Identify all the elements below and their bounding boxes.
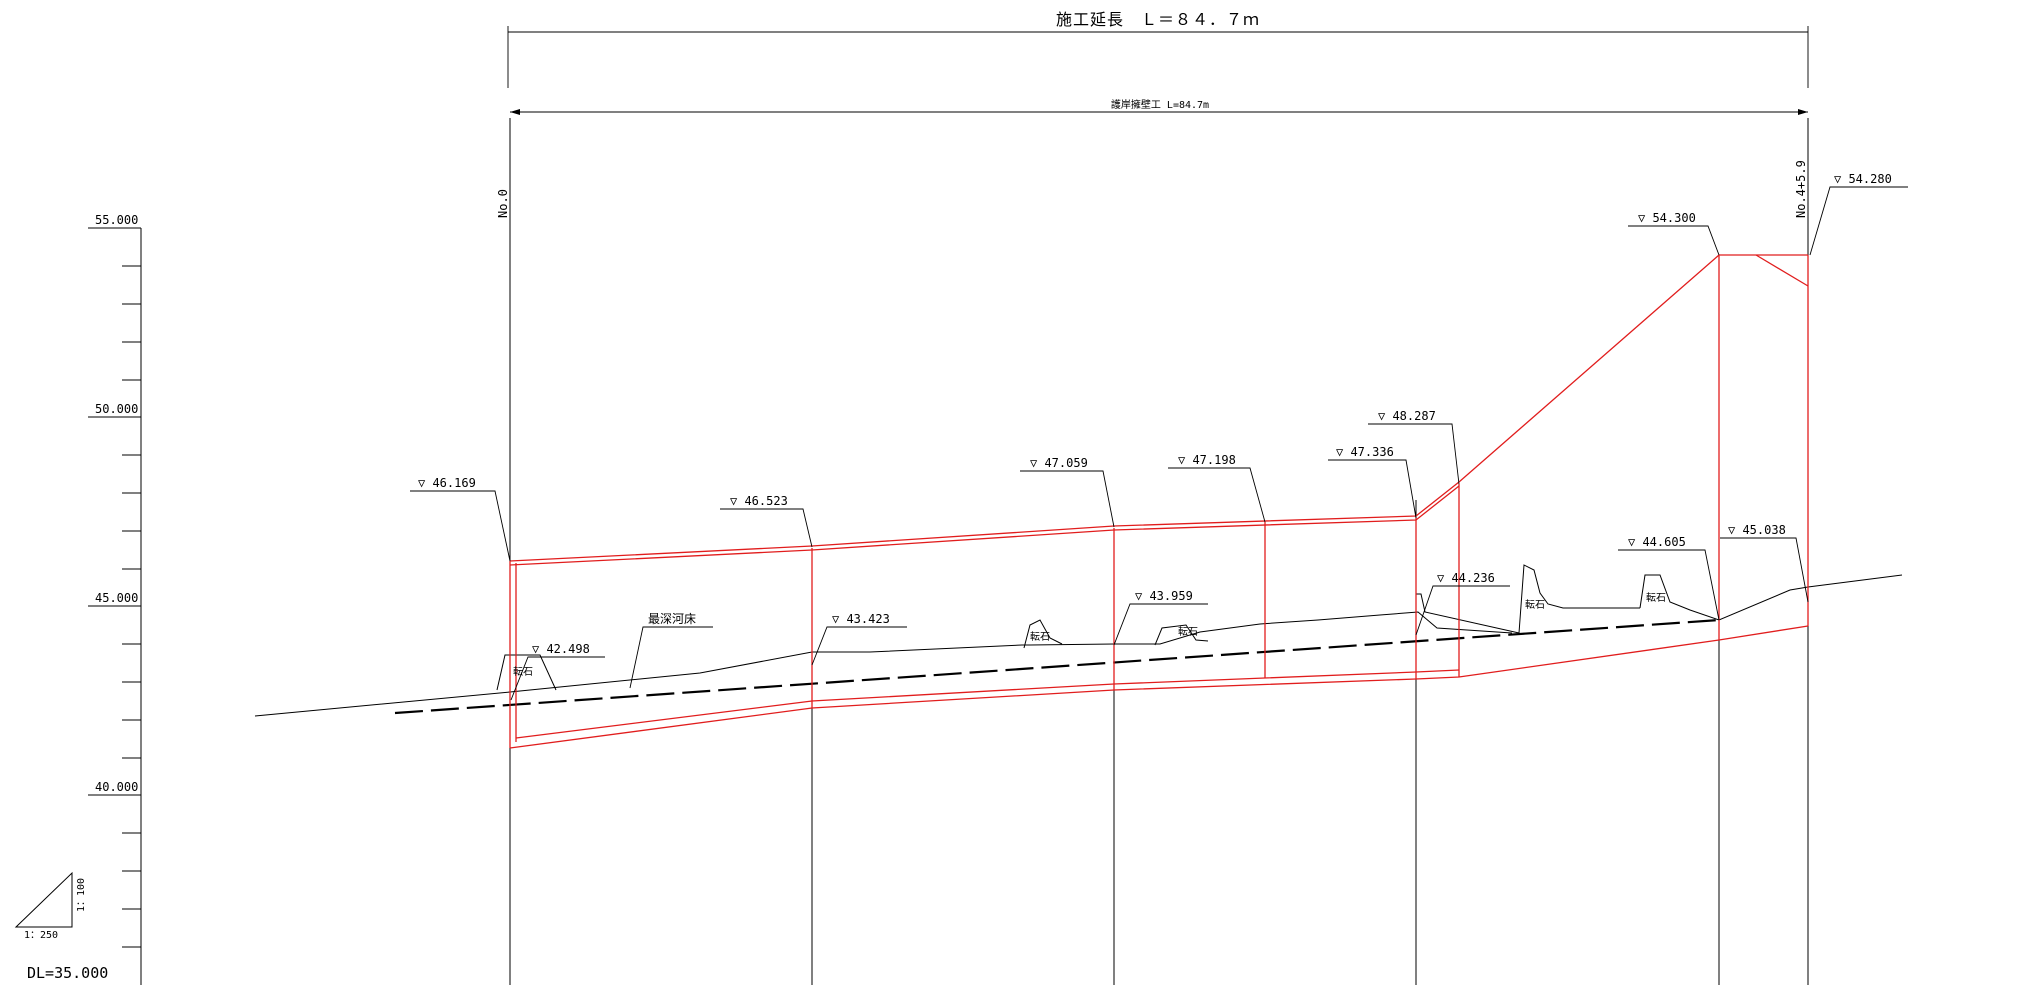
revetment-structure (509, 254, 1809, 749)
elevation-scale-axis: 55.000 50.000 45.000 40.000 DL=35.000 (27, 213, 142, 985)
elevation-44236: ▽ 44.236 (1437, 571, 1495, 585)
elevation-43959: ▽ 43.959 (1135, 589, 1193, 603)
elevation-46523: ▽ 46.523 (730, 494, 788, 508)
boulder-label: 転石 (1646, 592, 1666, 604)
station-end-label: No.4+5.9 (1794, 160, 1808, 218)
callouts-upper: ▽ 46.169 ▽ 46.523 ▽ 47.059 ▽ 47.198 ▽ 47… (410, 172, 1908, 562)
elevation-43423: ▽ 43.423 (832, 612, 890, 626)
elevation-47059: ▽ 47.059 (1030, 456, 1088, 470)
revetment-length-label: 護岸擁壁工 L=84.7m (1111, 98, 1209, 111)
elevation-47336: ▽ 47.336 (1336, 445, 1394, 459)
elevation-54300: ▽ 54.300 (1638, 211, 1696, 225)
boulder-label: 転石 (1525, 599, 1545, 611)
tick-label-50: 50.000 (95, 402, 138, 416)
elevation-46169: ▽ 46.169 (418, 476, 476, 490)
deepest-riverbed-line (394, 618, 1720, 715)
total-length-label: 施工延長 Ｌ＝８４．７ｍ (1056, 10, 1260, 29)
boulder-label: 転石 (1030, 631, 1050, 643)
station-start-label: No.0 (496, 189, 510, 218)
elevation-44605: ▽ 44.605 (1628, 535, 1686, 549)
scale-triangle: 1：250 1：100 (14, 871, 87, 941)
callouts-lower: ▽ 42.498 ▽ 43.423 ▽ 43.959 ▽ 44.236 ▽ 44… (510, 523, 1809, 701)
total-length-dimension: 施工延長 Ｌ＝８４．７ｍ (507, 10, 1809, 88)
revetment-length-dimension: 護岸擁壁工 L=84.7m (510, 98, 1808, 115)
boulder-label: 転石 (513, 666, 533, 678)
datum-label: DL=35.000 (27, 964, 108, 982)
deepest-riverbed-label: 最深河床 (648, 612, 696, 626)
scale-horizontal-label: 1：250 (24, 930, 58, 941)
elevation-48287: ▽ 48.287 (1378, 409, 1436, 423)
tick-label-55: 55.000 (95, 213, 138, 227)
tick-label-45: 45.000 (95, 591, 138, 605)
tick-label-40: 40.000 (95, 780, 138, 794)
scale-vertical-label: 1：100 (76, 878, 87, 912)
boulder-labels: 転石 転石 転石 転石 転石 (513, 592, 1666, 678)
elevation-54280: ▽ 54.280 (1834, 172, 1892, 186)
existing-ground (254, 564, 1903, 717)
elevation-47198: ▽ 47.198 (1178, 453, 1236, 467)
elevation-45038: ▽ 45.038 (1728, 523, 1786, 537)
boulder-label: 転石 (1178, 626, 1198, 638)
elevation-42498: ▽ 42.498 (532, 642, 590, 656)
